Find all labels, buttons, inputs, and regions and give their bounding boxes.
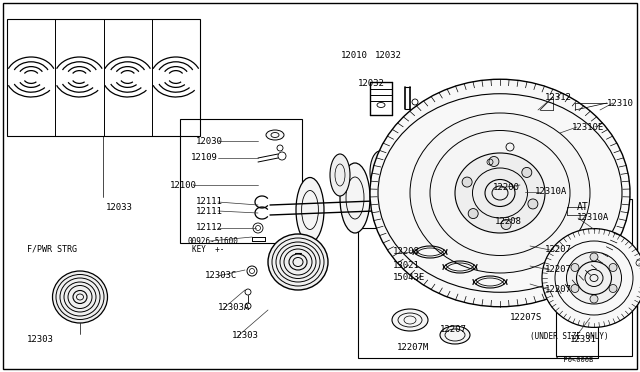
Ellipse shape (370, 79, 630, 307)
Circle shape (571, 263, 579, 272)
Text: 12033: 12033 (106, 202, 132, 212)
Ellipse shape (542, 229, 640, 327)
Ellipse shape (566, 252, 621, 304)
Text: 12303A: 12303A (218, 304, 250, 312)
Circle shape (571, 285, 579, 292)
Text: 12207M: 12207M (397, 343, 429, 353)
Text: 12310: 12310 (607, 99, 634, 108)
Ellipse shape (381, 163, 409, 228)
Circle shape (609, 263, 617, 272)
Text: 12111: 12111 (196, 198, 223, 206)
Bar (7, 19, 200, 136)
Circle shape (462, 177, 472, 187)
Ellipse shape (455, 153, 545, 233)
Text: KEY  +-: KEY +- (192, 246, 225, 254)
Text: 15043E: 15043E (393, 273, 425, 282)
Text: 12032: 12032 (358, 80, 385, 89)
Ellipse shape (440, 326, 470, 344)
Ellipse shape (462, 160, 488, 220)
Text: 12310A: 12310A (577, 214, 609, 222)
Text: 12109: 12109 (191, 154, 218, 163)
Ellipse shape (410, 149, 430, 191)
Ellipse shape (421, 160, 449, 224)
Text: 12312: 12312 (545, 93, 572, 102)
Text: F/PWR STRG: F/PWR STRG (27, 244, 77, 253)
Ellipse shape (450, 147, 470, 189)
Text: 12303: 12303 (27, 336, 54, 344)
Text: 12207: 12207 (545, 246, 572, 254)
Ellipse shape (330, 154, 350, 196)
Text: 00926-51600: 00926-51600 (188, 237, 239, 246)
Circle shape (468, 209, 478, 219)
Text: 12112: 12112 (196, 224, 223, 232)
Bar (180, 119, 302, 243)
Text: 12100: 12100 (170, 180, 197, 189)
Text: 12111: 12111 (196, 206, 223, 215)
Circle shape (609, 285, 617, 292)
Ellipse shape (370, 151, 390, 193)
Circle shape (528, 199, 538, 209)
Text: 12303: 12303 (232, 331, 259, 340)
Text: 12331: 12331 (570, 334, 597, 343)
Text: 12310E: 12310E (572, 122, 604, 131)
Circle shape (590, 253, 598, 261)
Text: 12207: 12207 (440, 326, 467, 334)
Ellipse shape (410, 113, 590, 273)
Text: 13021: 13021 (393, 260, 420, 269)
Ellipse shape (392, 309, 428, 331)
Bar (358, 228, 598, 358)
Text: 12030: 12030 (196, 137, 223, 145)
Ellipse shape (340, 163, 370, 233)
Circle shape (489, 157, 499, 167)
Text: (UNDER SIZE ONLY): (UNDER SIZE ONLY) (530, 331, 609, 340)
Circle shape (522, 167, 532, 177)
Text: AT: AT (577, 202, 589, 212)
Text: 12032: 12032 (375, 51, 402, 61)
Text: 12200: 12200 (493, 183, 520, 192)
Text: 12310A: 12310A (535, 187, 567, 196)
Text: 12303C: 12303C (205, 272, 237, 280)
Circle shape (590, 295, 598, 303)
Text: 12208: 12208 (495, 217, 522, 225)
Ellipse shape (268, 234, 328, 290)
Ellipse shape (296, 177, 324, 243)
Bar (556, 199, 632, 356)
Text: 12207S: 12207S (510, 314, 542, 323)
Ellipse shape (266, 130, 284, 140)
Text: 12010: 12010 (341, 51, 368, 61)
Circle shape (501, 219, 511, 230)
Text: 12207: 12207 (545, 285, 572, 295)
Text: 12208: 12208 (393, 247, 420, 257)
Text: 12207: 12207 (545, 266, 572, 275)
Ellipse shape (52, 271, 108, 323)
Text: ^ P0<000B: ^ P0<000B (555, 357, 593, 363)
